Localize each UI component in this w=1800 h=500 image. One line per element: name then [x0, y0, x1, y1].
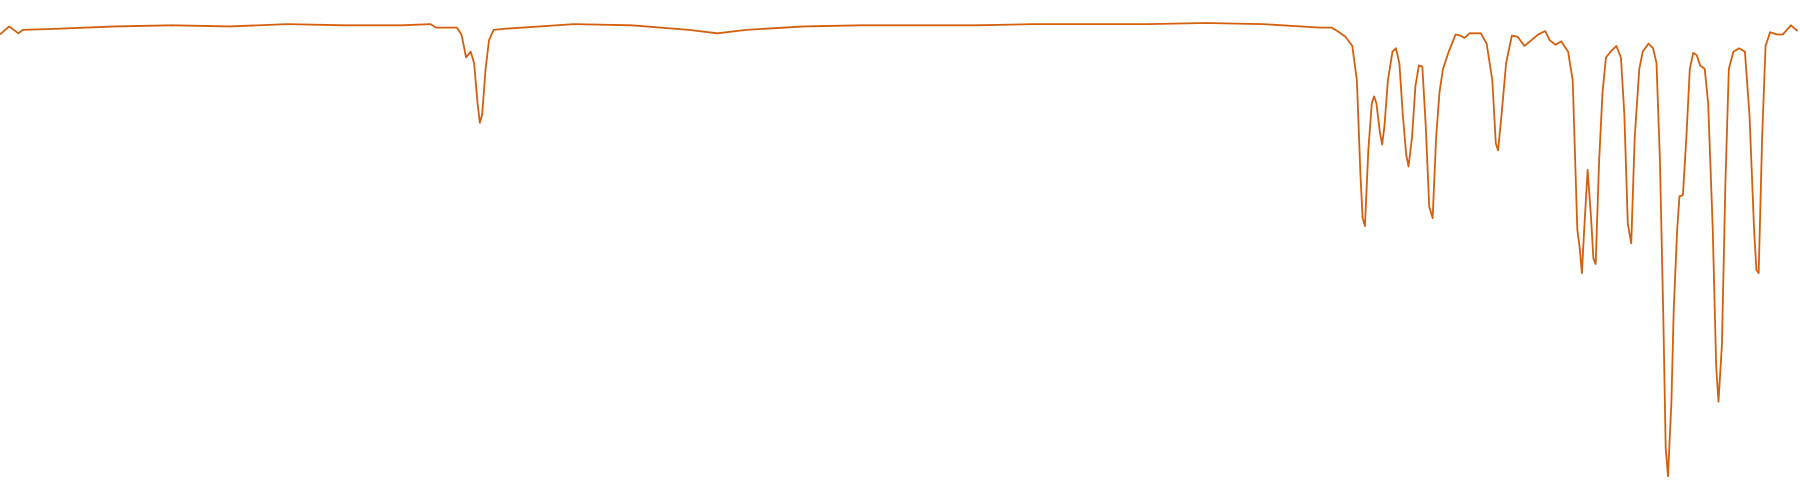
data-line — [0, 22, 1799, 478]
